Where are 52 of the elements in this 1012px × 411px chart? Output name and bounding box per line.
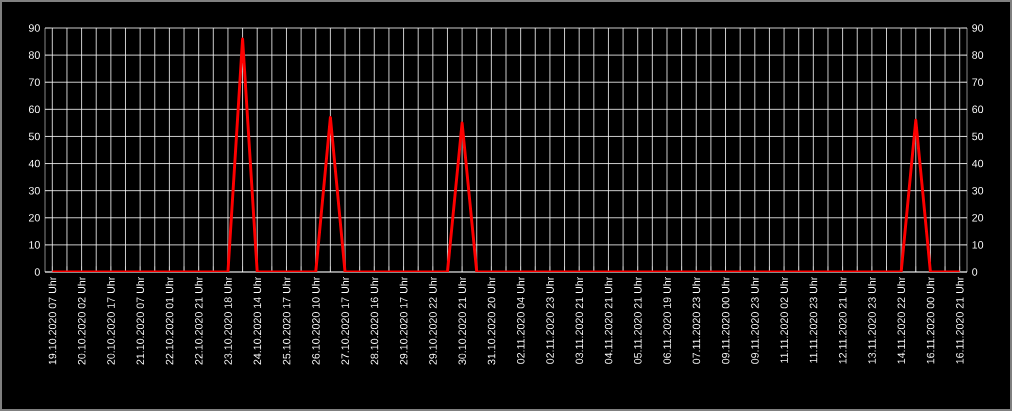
y2-tick-label: 0 (972, 268, 978, 276)
x-tick-label: 04.11.2020 21 Uhr (604, 276, 613, 364)
x-tick-label: 24.10.2020 14 Uhr (253, 276, 262, 365)
y-tick-label: 90 (28, 24, 40, 32)
x-tick-label: 20.10.2020 17 Uhr (106, 276, 115, 365)
x-tick-label: 03.11.2020 21 Uhr (575, 276, 584, 364)
x-tick-label: 06.11.2020 19 Uhr (663, 276, 671, 364)
y-tick-label: 50 (28, 132, 40, 141)
y-tick-label: 40 (28, 159, 40, 168)
y2-tick-label: 30 (972, 186, 984, 195)
x-tick-label: 22.10.2020 21 Uhr (194, 276, 203, 365)
x-tick-label: 07.11.2020 23 Uhr (692, 276, 701, 364)
x-tick-label: 14.11.2020 22 Uhr (897, 276, 906, 364)
y2-tick-label: 20 (972, 214, 984, 222)
x-tick-label: 31.10.2020 20 Uhr (487, 276, 496, 365)
y2-tick-label: 60 (972, 105, 984, 114)
x-tick-label: 28.10.2020 16 Uhr (370, 276, 379, 365)
y2-tick-label: 70 (972, 78, 984, 87)
x-tick-label: 26.10.2020 10 Uhr (311, 276, 320, 365)
y2-tick-label: 40 (971, 159, 984, 168)
x-tick-label: 02.11.2020 04 Uhr (516, 276, 525, 364)
x-tick-label: 25.10.2020 17 Uhr (282, 276, 291, 365)
x-tick-label: 19.10.2020 07 Uhr (48, 276, 57, 365)
y-tick-label: 30 (28, 186, 40, 195)
x-tick-label: 13.11.2020 23 Uhr (867, 276, 876, 364)
x-tick-label: 23.10.2020 18 Uhr (224, 276, 232, 365)
x-tick-label: 29.10.2020 22 Uhr (428, 276, 437, 365)
y2-tick-label: 90 (972, 24, 984, 32)
x-tick-label: 09.11.2020 00 Uhr (721, 276, 730, 364)
x-tick-label: 12.11.2020 21 Uhr (838, 276, 847, 364)
x-tick-label: 02.11.2020 23 Uhr (545, 276, 554, 364)
x-tick-label: 11.11.2020 02 Uhr (780, 276, 788, 363)
x-tick-label: 16.11.2020 21 Uhr (955, 276, 964, 364)
y-tick-label: 80 (28, 51, 40, 59)
y-tick-label: 60 (28, 105, 40, 114)
y2-tick-label: 10 (972, 241, 984, 249)
y-tick-label: 20 (28, 214, 40, 222)
x-tick-label: 16.11.2020 00 Uhr (926, 276, 935, 364)
x-tick-label: 05.11.2020 21 Uhr (633, 276, 642, 364)
y2-tick-label: 80 (972, 51, 984, 59)
x-tick-label: 27.10.2020 17 Uhr (341, 276, 349, 365)
x-tick-label: 09.11.2020 23 Uhr (750, 276, 759, 364)
y2-tick-label: 50 (972, 132, 984, 141)
y-tick-label: 0 (34, 268, 40, 276)
x-tick-label: 11.11.2020 23 Uhr (809, 276, 818, 363)
x-tick-label: 29.10.2020 17 Uhr (399, 276, 408, 365)
x-tick-label: 21.10.2020 07 Uhr (136, 276, 145, 365)
x-tick-label: 22.10.2020 01 Uhr (165, 276, 174, 365)
x-tick-label: 30.10.2020 21 Uhr (458, 276, 467, 365)
y-tick-label: 70 (28, 78, 40, 87)
x-tick-label: 20.10.2020 02 Uhr (77, 276, 86, 365)
y-tick-label: 10 (29, 241, 40, 249)
